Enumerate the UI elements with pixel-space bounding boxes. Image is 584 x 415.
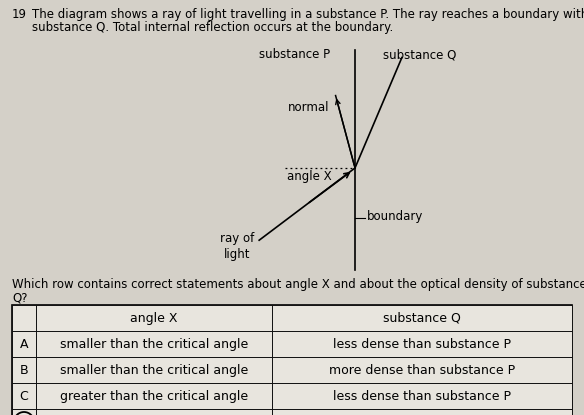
Bar [36, 357, 272, 383]
Text: ray of
light: ray of light [220, 232, 254, 261]
Text: substance Q: substance Q [383, 48, 457, 61]
Bar [36, 409, 272, 415]
Text: The diagram shows a ray of light travelling in a substance P. The ray reaches a : The diagram shows a ray of light travell… [32, 8, 584, 21]
Bar [272, 331, 572, 357]
Text: less dense than substance P: less dense than substance P [333, 390, 511, 403]
Text: less dense than substance P: less dense than substance P [333, 337, 511, 351]
Text: angle X: angle X [287, 170, 332, 183]
Text: greater than the critical angle: greater than the critical angle [60, 390, 248, 403]
Text: more dense than substance P: more dense than substance P [329, 364, 515, 376]
Text: B: B [20, 364, 28, 376]
Text: Which row contains correct statements about angle X and about the optical densit: Which row contains correct statements ab… [12, 278, 584, 291]
Text: A: A [20, 337, 28, 351]
Bar [12, 409, 36, 415]
Bar [12, 357, 36, 383]
Text: normal: normal [287, 100, 329, 114]
Bar [272, 305, 572, 331]
Text: substance Q: substance Q [383, 312, 461, 325]
Text: smaller than the critical angle: smaller than the critical angle [60, 364, 248, 376]
Bar [272, 357, 572, 383]
Bar [36, 383, 272, 409]
Bar [12, 331, 36, 357]
Text: boundary: boundary [367, 210, 423, 223]
Bar [272, 409, 572, 415]
Text: smaller than the critical angle: smaller than the critical angle [60, 337, 248, 351]
Bar [12, 305, 572, 415]
Text: Q?: Q? [12, 291, 27, 304]
Bar [12, 383, 36, 409]
Bar [36, 305, 272, 331]
Text: 19: 19 [12, 8, 27, 21]
Bar [272, 383, 572, 409]
Text: substance P: substance P [259, 48, 331, 61]
Text: C: C [20, 390, 29, 403]
Text: substance Q. Total internal reflection occurs at the boundary.: substance Q. Total internal reflection o… [32, 21, 393, 34]
Text: angle X: angle X [130, 312, 178, 325]
Bar [12, 305, 36, 331]
Bar [36, 331, 272, 357]
